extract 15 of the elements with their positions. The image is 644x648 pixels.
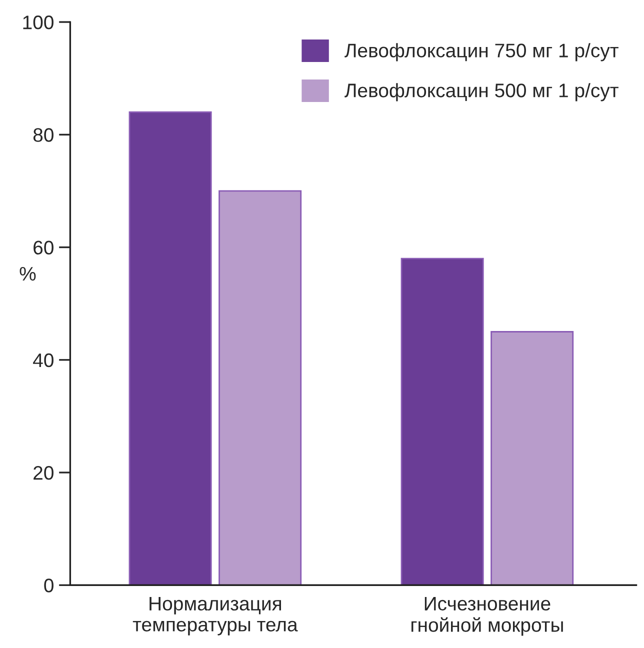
bar [128,111,212,586]
bar [400,258,484,586]
x-tick-label: Нормализация температуры тела [132,596,298,636]
y-tick-label: 0 [44,578,54,592]
legend-label: Левофлоксацин 500 мг 1 р/сут [344,83,618,102]
bar [490,331,574,586]
legend-label: Левофлоксацин 750 мг 1 р/сут [344,43,618,62]
y-tick-label: 20 [34,466,54,480]
bar [218,190,302,586]
y-tick-label: 100 [23,16,54,30]
y-axis-title: % [20,266,36,281]
y-tick-label: 80 [33,128,54,142]
y-tick-label: 60 [34,240,54,255]
x-tick-label: Исчезновение гнойной мокроты [412,596,563,636]
y-tick-label: 40 [33,353,54,368]
